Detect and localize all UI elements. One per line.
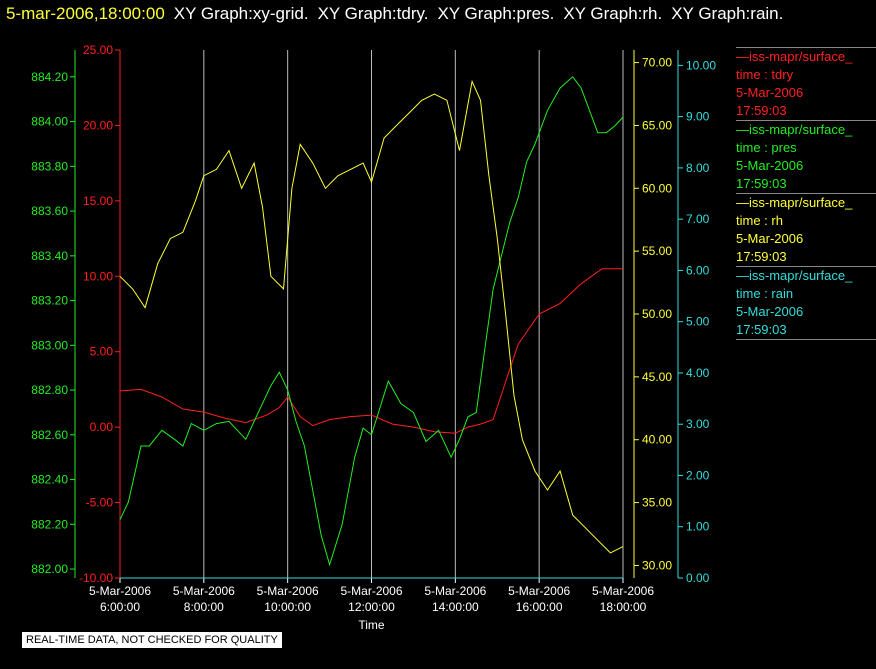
pres-y-tick-label: 884.20 (31, 70, 68, 84)
legend-entry-rh: —iss-mapr/surface_ time : rh 5-Mar-2006 … (736, 193, 876, 266)
pres-y-tick-label: 883.00 (31, 338, 68, 352)
legend: —iss-mapr/surface_ time : tdry 5-Mar-200… (736, 47, 876, 340)
legend-entry-rain: —iss-mapr/surface_ time : rain 5-Mar-200… (736, 266, 876, 340)
legend-source: —iss-mapr/surface_ (736, 268, 853, 283)
tdry-y-tick-label: 0.00 (90, 420, 114, 434)
tdry-y-tick-label: 20.00 (83, 118, 113, 132)
pres-y-tick-label: 882.60 (31, 428, 68, 442)
rh-y-tick-label: 65.00 (642, 118, 672, 132)
legend-time: 17:59:03 (736, 103, 787, 118)
pres-y-tick-label: 882.40 (31, 473, 68, 487)
rain-y-tick-label: 8.00 (686, 161, 710, 175)
legend-date: 5-Mar-2006 (736, 231, 804, 246)
x-tick-label-time: 10:00:00 (264, 600, 311, 614)
pres-y-tick-label: 883.40 (31, 249, 68, 263)
rh-y-tick-label: 55.00 (642, 244, 672, 258)
rain-y-tick-label: 10.00 (686, 58, 716, 72)
pres-y-tick-label: 883.80 (31, 159, 68, 173)
rh-y-tick-label: 45.00 (642, 370, 672, 384)
rain-y-tick-label: 5.00 (686, 315, 710, 329)
graph-title-tdry: XY Graph:tdry. (317, 4, 429, 23)
x-tick-label-date: 5-Mar-2006 (592, 584, 654, 598)
x-tick-label-date: 5-Mar-2006 (89, 584, 151, 598)
rh-y-tick-label: 50.00 (642, 307, 672, 321)
x-tick-label-date: 5-Mar-2006 (508, 584, 570, 598)
x-tick-label-time: 14:00:00 (432, 600, 479, 614)
x-tick-label-date: 5-Mar-2006 (173, 584, 235, 598)
x-tick-label-date: 5-Mar-2006 (257, 584, 319, 598)
pres-y-tick-label: 882.80 (31, 383, 68, 397)
tdry-y-tick-label: 10.00 (83, 269, 113, 283)
graph-title-rh: XY Graph:rh. (563, 4, 663, 23)
legend-source: —iss-mapr/surface_ (736, 195, 853, 210)
graph-title-xy-grid: XY Graph:xy-grid. (173, 4, 309, 23)
tdry-y-tick-label: -10.00 (79, 571, 113, 585)
pres-y-tick-label: 884.00 (31, 115, 68, 129)
pres-y-tick-label: 883.60 (31, 204, 68, 218)
legend-entry-tdry: —iss-mapr/surface_ time : tdry 5-Mar-200… (736, 47, 876, 120)
tdry-y-tick-label: 25.00 (83, 43, 113, 57)
rain-y-tick-label: 3.00 (686, 417, 710, 431)
x-tick-label-date: 5-Mar-2006 (340, 584, 402, 598)
legend-variable: time : rain (736, 286, 794, 301)
legend-variable: time : rh (736, 213, 783, 228)
rain-y-tick-label: 7.00 (686, 212, 710, 226)
legend-source: —iss-mapr/surface_ (736, 49, 853, 64)
pres-y-tick-label: 882.00 (31, 562, 68, 576)
legend-time: 17:59:03 (736, 176, 787, 191)
x-tick-label-time: 16:00:00 (516, 600, 563, 614)
rain-y-tick-label: 6.00 (686, 263, 710, 277)
rain-y-tick-label: 0.00 (686, 571, 710, 585)
x-axis-label: Time (358, 618, 385, 632)
x-tick-label-date: 5-Mar-2006 (424, 584, 486, 598)
pres-y-tick-label: 883.20 (31, 294, 68, 308)
series-line-pres (119, 76, 624, 567)
rh-y-tick-label: 30.00 (642, 558, 672, 572)
rh-y-tick-label: 35.00 (642, 496, 672, 510)
graph-title-pres: XY Graph:pres. (437, 4, 555, 23)
rain-y-tick-label: 2.00 (686, 468, 710, 482)
rh-y-tick-label: 70.00 (642, 56, 672, 70)
graph-title-rain: XY Graph:rain. (671, 4, 784, 23)
legend-time: 17:59:03 (736, 249, 787, 264)
legend-time: 17:59:03 (736, 322, 787, 337)
x-tick-label-time: 12:00:00 (348, 600, 395, 614)
legend-variable: time : pres (736, 140, 797, 155)
x-tick-label-time: 6:00:00 (100, 600, 140, 614)
quality-disclaimer: REAL-TIME DATA, NOT CHECKED FOR QUALITY (21, 631, 283, 649)
x-tick-label-time: 18:00:00 (600, 600, 647, 614)
rain-y-tick-label: 9.00 (686, 110, 710, 124)
legend-entry-pres: —iss-mapr/surface_ time : pres 5-Mar-200… (736, 120, 876, 193)
tdry-y-tick-label: 15.00 (83, 194, 113, 208)
rain-y-tick-label: 1.00 (686, 520, 710, 534)
rain-y-tick-label: 4.00 (686, 366, 710, 380)
rh-y-tick-label: 60.00 (642, 181, 672, 195)
tdry-y-tick-label: 5.00 (90, 345, 114, 359)
legend-variable: time : tdry (736, 67, 794, 82)
tdry-y-tick-label: -5.00 (86, 496, 114, 510)
legend-date: 5-Mar-2006 (736, 158, 804, 173)
pres-y-tick-label: 882.20 (31, 517, 68, 531)
legend-source: —iss-mapr/surface_ (736, 122, 853, 137)
legend-date: 5-Mar-2006 (736, 85, 804, 100)
series-line-tdry (119, 268, 623, 434)
x-tick-label-time: 8:00:00 (184, 600, 224, 614)
series-line-rh (119, 79, 624, 554)
timestamp-title: 5-mar-2006,18:00:00 (6, 4, 165, 23)
rh-y-tick-label: 40.00 (642, 433, 672, 447)
title-bar: 5-mar-2006,18:00:00 XY Graph:xy-grid. XY G… (6, 3, 792, 27)
legend-date: 5-Mar-2006 (736, 304, 804, 319)
